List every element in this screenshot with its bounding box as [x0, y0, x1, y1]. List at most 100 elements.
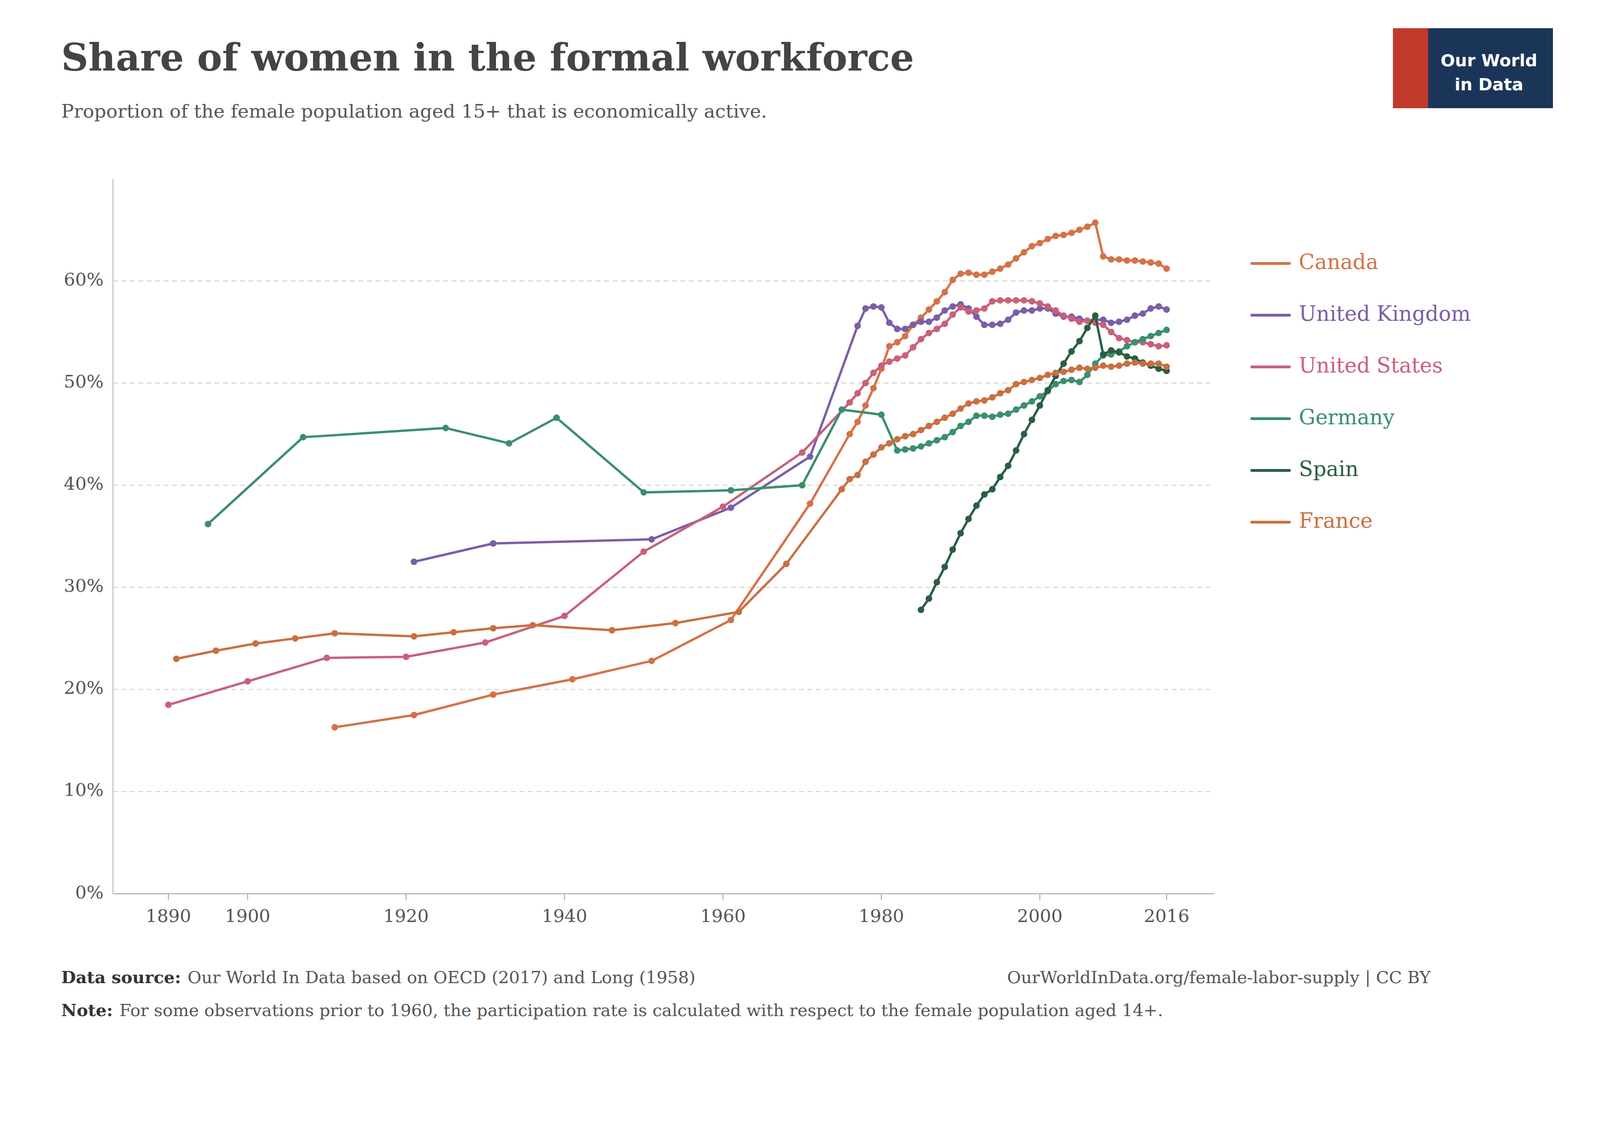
url: OurWorldInData.org/female-labor-supply |…	[1007, 968, 1432, 988]
point	[909, 431, 917, 438]
point	[489, 540, 497, 547]
point	[917, 443, 925, 450]
point	[862, 305, 869, 312]
point	[1076, 337, 1083, 345]
point	[410, 558, 418, 566]
legend-swatch	[1251, 365, 1290, 369]
x-tick	[247, 894, 248, 901]
logo-box	[1392, 28, 1553, 109]
point	[996, 390, 1004, 397]
point	[799, 449, 806, 456]
point	[727, 487, 735, 494]
point	[933, 579, 941, 586]
point	[965, 418, 972, 426]
point	[1131, 338, 1139, 346]
point	[878, 444, 885, 451]
point	[1163, 265, 1170, 272]
point	[957, 405, 964, 413]
point	[1004, 410, 1012, 417]
point	[727, 504, 735, 512]
point	[1084, 365, 1091, 373]
point	[1052, 369, 1059, 377]
point	[1091, 312, 1099, 320]
point	[648, 536, 656, 544]
point	[957, 422, 964, 430]
point	[989, 413, 996, 421]
point	[1044, 303, 1051, 310]
point	[933, 298, 941, 305]
point	[901, 446, 909, 453]
source: Data source:Our World In Data based on O…	[61, 967, 696, 988]
note-label: Note:	[61, 1000, 113, 1021]
point	[735, 608, 743, 616]
series	[331, 219, 1170, 731]
point	[973, 502, 980, 510]
point	[1163, 306, 1170, 313]
point	[252, 640, 259, 648]
y-tick-label: 10%	[64, 779, 104, 801]
point	[973, 398, 980, 405]
point	[1155, 360, 1162, 368]
point	[1155, 303, 1162, 310]
x-tick-label: 1920	[383, 905, 430, 927]
point	[1155, 343, 1162, 350]
grid-line	[112, 893, 1215, 895]
point	[640, 489, 648, 496]
point	[981, 397, 988, 404]
x-tick	[1166, 894, 1168, 901]
point	[1115, 349, 1123, 356]
point	[1036, 240, 1044, 247]
point	[925, 318, 933, 326]
point	[1076, 226, 1083, 234]
point	[1004, 296, 1012, 304]
point	[783, 560, 790, 568]
y-tick-label: 50%	[64, 371, 104, 392]
point	[1020, 431, 1028, 438]
point	[1012, 406, 1020, 414]
point	[727, 616, 735, 624]
point	[1076, 378, 1083, 386]
point	[640, 548, 648, 556]
point	[299, 433, 307, 441]
point	[1068, 229, 1075, 237]
point	[894, 355, 901, 362]
note: Note:For some observations prior to 1960…	[61, 1000, 1163, 1021]
point	[1131, 338, 1139, 346]
point	[854, 418, 861, 426]
x-tick-label: 2016	[1144, 905, 1190, 927]
y-axis: 0%10%20%30%40%50%60%	[64, 178, 1215, 904]
point	[917, 336, 925, 343]
point	[981, 321, 988, 329]
point	[957, 529, 964, 537]
point	[331, 724, 338, 731]
point	[1107, 363, 1115, 371]
point	[894, 325, 901, 333]
point	[1123, 336, 1131, 344]
point	[1107, 256, 1115, 264]
y-tick-label: 20%	[64, 677, 104, 699]
point	[870, 451, 877, 458]
point	[1147, 259, 1154, 266]
point	[799, 481, 806, 489]
y-tick-label: 40%	[64, 473, 104, 495]
point	[450, 629, 457, 636]
point	[1091, 364, 1099, 372]
point	[1123, 316, 1131, 324]
point	[949, 303, 956, 310]
point	[878, 362, 885, 369]
point	[925, 306, 933, 313]
point	[1139, 336, 1146, 343]
point	[1020, 296, 1028, 304]
series	[165, 296, 1170, 709]
point	[672, 620, 679, 627]
x-axis-line	[112, 893, 1215, 895]
point	[886, 440, 893, 447]
point	[941, 307, 949, 314]
point	[244, 678, 251, 685]
grid-line	[112, 791, 1215, 793]
point	[917, 426, 925, 434]
x-tick	[722, 894, 724, 901]
point	[901, 332, 909, 340]
point	[925, 595, 933, 602]
legend-label: United States	[1298, 353, 1443, 378]
